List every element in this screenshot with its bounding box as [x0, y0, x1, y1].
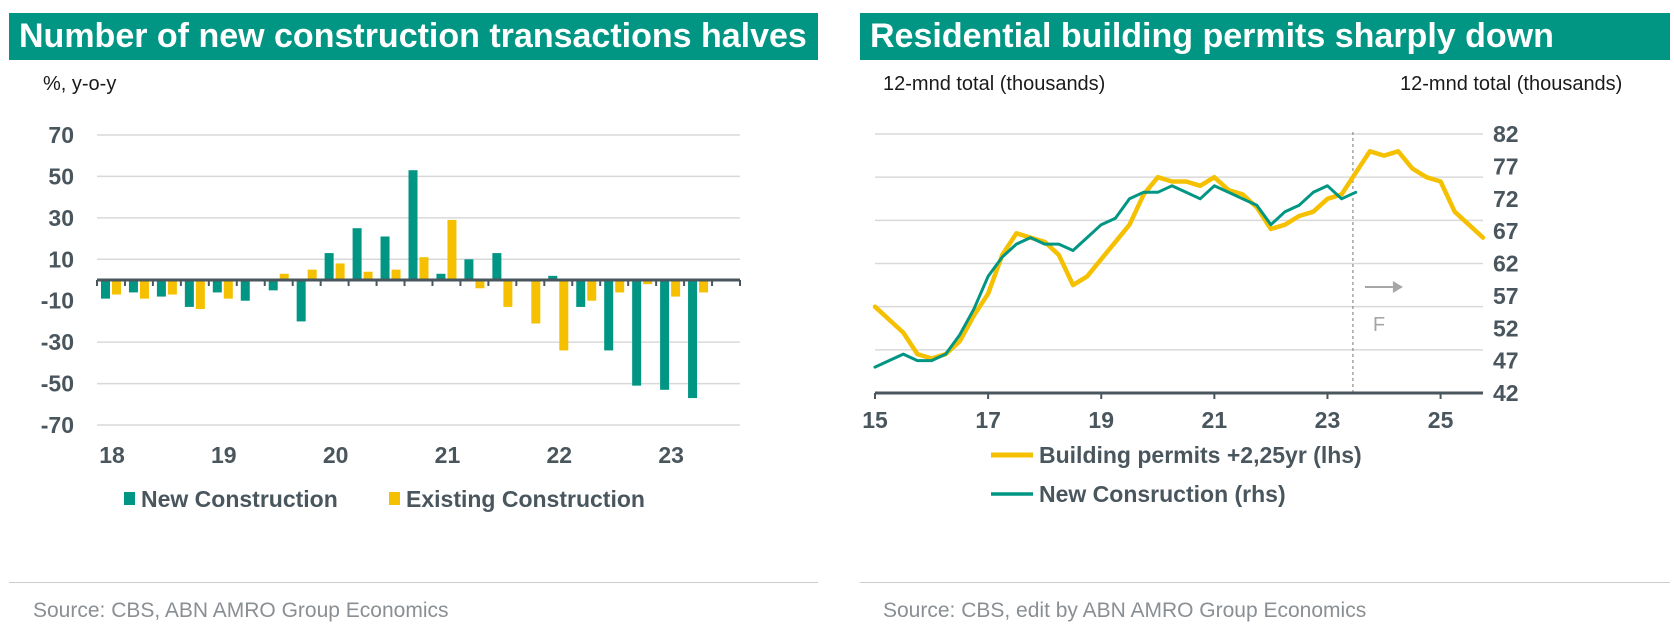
- bar-new-construction: [492, 253, 502, 280]
- left-source-text: Source: CBS, ABN AMRO Group Economics: [33, 599, 449, 622]
- y-right-tick-label: 72: [1493, 186, 1519, 212]
- bar-existing-construction: [587, 280, 597, 301]
- right-source-text: Source: CBS, edit by ABN AMRO Group Econ…: [883, 599, 1367, 622]
- bar-new-construction: [604, 280, 614, 351]
- left-y-unit-label: %, y-o-y: [43, 73, 117, 95]
- y-right-tick-label: 67: [1493, 218, 1519, 244]
- bar-new-construction: [352, 228, 362, 280]
- y-tick-label: -30: [41, 329, 74, 355]
- bar-new-construction: [408, 170, 418, 280]
- y-right-tick-label: 42: [1493, 380, 1519, 406]
- bar-existing-construction: [167, 280, 177, 295]
- bar-existing-construction: [615, 280, 625, 293]
- right-chart-panel: Residential building permits sharply dow…: [855, 0, 1674, 639]
- forecast-arrow-head: [1392, 281, 1403, 293]
- x-tick-label: 22: [547, 442, 573, 468]
- bar-existing-construction: [419, 257, 429, 280]
- bar-existing-construction: [195, 280, 205, 309]
- right-y-unit-label-right: 12-mnd total (thousands): [1400, 73, 1623, 95]
- x-tick-label: 20: [323, 442, 349, 468]
- y-right-tick-label: 57: [1493, 283, 1519, 309]
- bar-existing-construction: [111, 280, 121, 295]
- y-tick-label: 70: [48, 122, 74, 148]
- y-tick-label: 30: [48, 205, 74, 231]
- x-tick-label: 21: [1202, 407, 1228, 433]
- right-y-unit-label-left: 12-mnd total (thousands): [883, 73, 1106, 95]
- x-tick-label: 19: [211, 442, 237, 468]
- bar-new-construction: [296, 280, 306, 322]
- y-right-tick-label: 62: [1493, 251, 1519, 277]
- y-right-tick-label: 52: [1493, 315, 1519, 341]
- bar-new-construction: [324, 253, 334, 280]
- x-tick-label: 15: [862, 407, 888, 433]
- right-chart-title: Residential building permits sharply dow…: [860, 13, 1670, 60]
- left-bar-chart: 70 50 30 10 -10 -30 -50 -70 18 19 20 21 22 23 New Cons…: [41, 122, 741, 512]
- x-tick-label: 23: [1315, 407, 1341, 433]
- bar-new-construction: [212, 280, 222, 293]
- legend-label: Building permits +2,25yr (lhs): [1039, 442, 1362, 468]
- legend-label: New Consruction (rhs): [1039, 481, 1286, 507]
- y-tick-label: -70: [41, 412, 74, 438]
- bar-new-construction: [240, 280, 250, 301]
- bar-existing-construction: [643, 280, 653, 285]
- bar-existing-construction: [307, 269, 317, 280]
- bar-new-construction: [128, 280, 138, 293]
- bar-new-construction: [632, 280, 642, 386]
- left-chart-panel: Number of new construction transactions …: [0, 0, 820, 639]
- x-tick-label: 19: [1088, 407, 1114, 433]
- bar-new-construction: [436, 273, 446, 280]
- bar-existing-construction: [279, 273, 289, 280]
- left-chart-title: Number of new construction transactions …: [9, 13, 818, 60]
- bar-existing-construction: [391, 269, 401, 280]
- y-tick-label: 10: [48, 246, 74, 272]
- legend-label: Existing Construction: [406, 486, 645, 512]
- legend-swatch: [124, 492, 135, 505]
- y-tick-label: -50: [41, 371, 74, 397]
- bar-new-construction: [184, 280, 194, 307]
- forecast-label: F: [1373, 314, 1385, 336]
- bar-new-construction: [268, 280, 278, 291]
- right-line-chart: 80706050403020827772676257524742F1517192…: [862, 121, 1519, 507]
- x-tick-label: 25: [1428, 407, 1454, 433]
- bar-new-construction: [380, 236, 390, 280]
- bar-existing-construction: [559, 280, 569, 351]
- bar-existing-construction: [447, 219, 457, 280]
- x-tick-label: 17: [975, 407, 1001, 433]
- right-source-divider: [860, 582, 1670, 583]
- bar-existing-construction: [363, 271, 373, 280]
- left-source-divider: [9, 582, 818, 583]
- y-right-tick-label: 47: [1493, 348, 1519, 374]
- legend-swatch: [389, 492, 400, 505]
- x-tick-label: 21: [435, 442, 461, 468]
- bar-new-construction: [660, 280, 670, 390]
- bar-existing-construction: [139, 280, 149, 299]
- bar-existing-construction: [699, 280, 709, 293]
- bar-existing-construction: [671, 280, 681, 297]
- bar-new-construction: [576, 280, 586, 307]
- bar-existing-construction: [503, 280, 513, 307]
- bar-existing-construction: [335, 263, 345, 280]
- y-right-tick-label: 77: [1493, 153, 1519, 179]
- line-building-permits: [872, 149, 1486, 361]
- line-new-construction: [873, 184, 1358, 369]
- bar-new-construction: [156, 280, 166, 297]
- bar-existing-construction: [475, 280, 485, 289]
- bar-new-construction: [100, 280, 110, 299]
- bar-new-construction: [464, 259, 474, 280]
- bar-new-construction: [548, 275, 558, 280]
- bar-existing-construction: [223, 280, 233, 299]
- x-tick-label: 18: [99, 442, 125, 468]
- y-right-tick-label: 82: [1493, 121, 1519, 147]
- bar-existing-construction: [531, 280, 541, 324]
- x-tick-label: 23: [658, 442, 684, 468]
- y-tick-label: -10: [41, 288, 74, 314]
- legend-label: New Construction: [141, 486, 338, 512]
- bar-new-construction: [688, 280, 698, 399]
- y-tick-label: 50: [48, 163, 74, 189]
